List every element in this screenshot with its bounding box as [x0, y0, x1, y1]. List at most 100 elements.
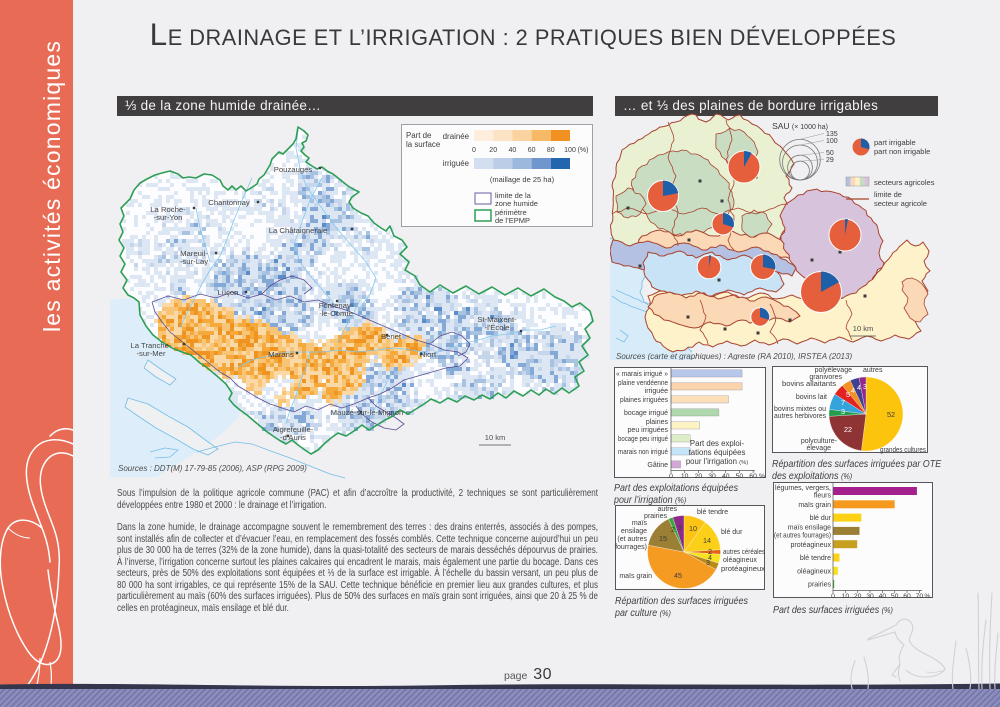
- svg-text:0: 0: [831, 593, 835, 599]
- svg-text:22: 22: [844, 425, 852, 434]
- svg-text:drainée: drainée: [443, 132, 470, 141]
- svg-text:Gâtine: Gâtine: [647, 462, 668, 469]
- svg-text:(maillage de 25 ha): (maillage de 25 ha): [490, 175, 555, 184]
- svg-text:de l’EPMP: de l’EPMP: [495, 216, 530, 225]
- svg-text:135: 135: [826, 131, 838, 138]
- svg-text:50: 50: [891, 593, 899, 599]
- svg-text:fourrages): fourrages): [615, 544, 647, 551]
- svg-text:50: 50: [826, 150, 834, 157]
- svg-text:plaine vendéenne: plaine vendéenne: [618, 380, 668, 387]
- svg-text:14: 14: [703, 536, 711, 545]
- svg-text:oléagineux: oléagineux: [797, 568, 831, 575]
- svg-text:40: 40: [509, 147, 517, 154]
- svg-text:-le-Comte: -le-Comte: [319, 309, 353, 318]
- svg-text:0: 0: [669, 473, 673, 479]
- svg-text:La Roche-: La Roche-: [150, 205, 186, 214]
- svg-text:polyculture-: polyculture-: [801, 438, 838, 445]
- svg-text:5: 5: [678, 523, 682, 532]
- svg-text:peu irriguées: peu irriguées: [628, 427, 669, 434]
- svg-text:St-Maixent-: St-Maixent-: [477, 315, 517, 324]
- svg-text:maïs grain: maïs grain: [798, 502, 831, 509]
- svg-text:40: 40: [722, 473, 730, 479]
- svg-text:Part de: Part de: [406, 131, 432, 140]
- svg-text:marais non irrigué: marais non irrigué: [618, 449, 668, 456]
- svg-text:irriguée: irriguée: [645, 388, 668, 395]
- svg-text:prairies: prairies: [808, 582, 831, 589]
- svg-text:30: 30: [708, 473, 716, 479]
- svg-text:15: 15: [659, 534, 667, 543]
- svg-text:%: %: [759, 473, 765, 479]
- svg-text:7: 7: [841, 398, 845, 407]
- svg-text:protéagineux: protéagineux: [791, 542, 832, 549]
- svg-text:polyélevage: polyélevage: [815, 367, 852, 374]
- svg-text:4: 4: [851, 386, 855, 395]
- svg-text:-sur-Lay: -sur-Lay: [180, 257, 208, 266]
- svg-text:4: 4: [708, 553, 712, 562]
- svg-text:légumes, vergers,: légumes, vergers,: [775, 485, 831, 492]
- svg-text:« marais irrigué »: « marais irrigué »: [616, 371, 668, 378]
- svg-text:100: 100: [826, 138, 838, 145]
- svg-text:blé tendre: blé tendre: [697, 509, 728, 516]
- svg-text:60: 60: [528, 147, 536, 154]
- svg-text:20: 20: [489, 147, 497, 154]
- svg-text:Aigrefeuille-: Aigrefeuille-: [273, 425, 314, 434]
- svg-text:oléagineux: oléagineux: [723, 557, 757, 564]
- svg-text:part non irrigable: part non irrigable: [874, 147, 930, 156]
- svg-text:10: 10: [681, 473, 689, 479]
- svg-text:bovins lait: bovins lait: [796, 394, 827, 401]
- svg-text:blé dur: blé dur: [810, 515, 832, 522]
- svg-text:périmètre: périmètre: [495, 208, 527, 217]
- svg-text:50: 50: [736, 473, 744, 479]
- svg-text:zone humide: zone humide: [495, 199, 538, 208]
- svg-text:fleurs: fleurs: [814, 492, 832, 499]
- svg-text:Sources (carte et graphiques): Sources (carte et graphiques) : Agreste …: [616, 352, 852, 360]
- svg-text:-sur-Mer: -sur-Mer: [136, 349, 165, 358]
- svg-text:pour l’irrigation (%): pour l’irrigation (%): [686, 457, 748, 466]
- svg-text:70: 70: [916, 593, 924, 599]
- svg-text:100: 100: [564, 147, 576, 154]
- svg-text:Mareuil-: Mareuil-: [180, 249, 208, 258]
- svg-text:30: 30: [866, 593, 874, 599]
- svg-text:40: 40: [879, 593, 887, 599]
- svg-text:(et autres fourrages): (et autres fourrages): [774, 532, 831, 539]
- svg-text:La Tranche-: La Tranche-: [130, 341, 171, 350]
- svg-text:élevage: élevage: [806, 445, 831, 452]
- svg-text:60: 60: [749, 473, 757, 479]
- svg-text:prairies: prairies: [644, 513, 667, 520]
- svg-text:maïs grain: maïs grain: [619, 573, 652, 580]
- svg-text:3: 3: [706, 558, 710, 567]
- svg-text:Mauzé-sur-le-Mignon: Mauzé-sur-le-Mignon: [331, 408, 404, 417]
- svg-text:autres: autres: [863, 367, 883, 374]
- svg-text:0: 0: [472, 147, 476, 154]
- svg-text:blé tendre: blé tendre: [800, 555, 831, 562]
- svg-text:grandes cultures: grandes cultures: [880, 447, 926, 454]
- svg-text:limite de la: limite de la: [495, 191, 532, 200]
- svg-text:Niort: Niort: [420, 350, 437, 359]
- svg-text:20: 20: [854, 593, 862, 599]
- svg-text:(et autres: (et autres: [617, 536, 647, 543]
- svg-text:part irrigable: part irrigable: [874, 138, 916, 147]
- svg-text:4: 4: [857, 383, 861, 392]
- svg-text:-d'Auris: -d'Auris: [280, 433, 306, 442]
- svg-text:(%): (%): [578, 147, 589, 154]
- svg-text:bocage irrigué: bocage irrigué: [624, 410, 668, 417]
- svg-text:Sources : DDT(M) 17-79-85 (200: Sources : DDT(M) 17-79-85 (2006), ASP (R…: [118, 464, 307, 473]
- svg-text:autres: autres: [658, 506, 678, 513]
- svg-text:autres céréales: autres céréales: [723, 549, 765, 556]
- svg-text:la surface: la surface: [406, 140, 441, 149]
- svg-text:SAU (× 1000 ha): SAU (× 1000 ha): [772, 121, 828, 131]
- svg-text:maïs ensilage: maïs ensilage: [788, 525, 831, 532]
- svg-text:tations équipées: tations équipées: [689, 448, 746, 457]
- svg-text:Fontenay-: Fontenay-: [319, 301, 354, 310]
- svg-text:-sur-Yon: -sur-Yon: [154, 213, 183, 222]
- svg-text:45: 45: [674, 571, 682, 580]
- svg-text:2: 2: [671, 525, 675, 534]
- svg-text:plaines: plaines: [646, 419, 669, 426]
- svg-text:maïs: maïs: [632, 520, 648, 527]
- svg-text:granivores: granivores: [809, 374, 842, 381]
- svg-text:5: 5: [846, 390, 850, 399]
- svg-text:Luçon: Luçon: [218, 288, 239, 297]
- svg-text:plaines irriguées: plaines irriguées: [620, 397, 668, 404]
- svg-text:10: 10: [842, 593, 850, 599]
- svg-text:3: 3: [863, 382, 867, 391]
